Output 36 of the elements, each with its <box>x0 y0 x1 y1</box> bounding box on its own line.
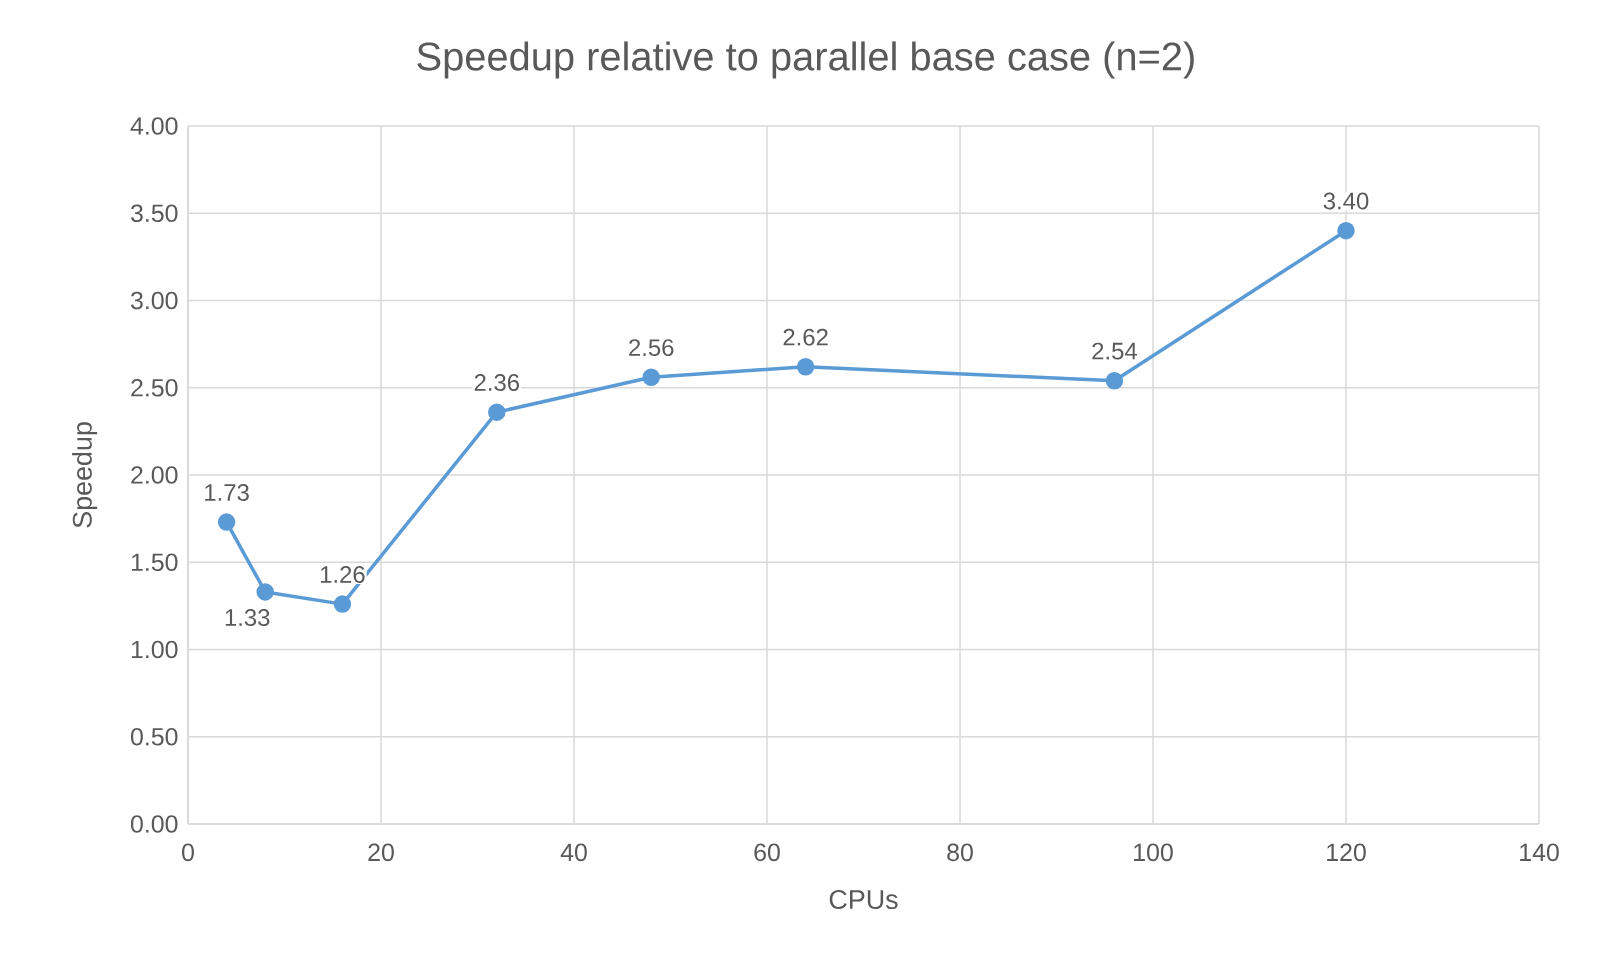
y-tick-label: 3.00 <box>130 291 178 310</box>
y-tick-label: 3.50 <box>130 204 178 223</box>
data-label: 3.40 <box>1323 192 1369 210</box>
point <box>796 358 815 376</box>
point <box>333 595 352 613</box>
y-tick-label: 2.00 <box>131 466 178 484</box>
data-label: 1.33 <box>225 609 270 627</box>
point <box>1337 221 1355 240</box>
y-tick-label: 2.50 <box>131 378 178 397</box>
y-tick-label: 1.00 <box>131 640 178 659</box>
data-label: 1.26 <box>320 566 365 583</box>
y-tick-label: 0.50 <box>130 727 178 746</box>
point <box>488 403 506 421</box>
x-tick-label: 100 <box>1134 843 1173 862</box>
data-label: 2.56 <box>629 339 674 357</box>
x-tick-label: 120 <box>1327 843 1366 862</box>
point <box>642 368 660 387</box>
x-tick-label: 60 <box>754 843 780 862</box>
x-axis-title: CPUs <box>829 889 898 910</box>
y-tick-label: 1.50 <box>131 553 178 572</box>
x-tick-label: 40 <box>560 843 587 862</box>
x-tick-label: 140 <box>1520 843 1559 862</box>
x-tick-label: 0 <box>182 843 194 862</box>
point <box>1105 372 1124 390</box>
y-tick-label: 0.00 <box>130 815 178 833</box>
y-tick-label: 4.00 <box>130 117 178 135</box>
data-label: 2.54 <box>1092 342 1137 360</box>
chart-title: Speedup relative to parallel base case (n=2) <box>417 41 1194 79</box>
data-label: 2.62 <box>783 328 828 346</box>
x-tick-label: 20 <box>368 843 394 862</box>
x-tick-label: 80 <box>947 843 973 862</box>
point <box>217 513 236 531</box>
data-label: 2.36 <box>474 374 520 391</box>
data-label: 1.73 <box>205 483 249 501</box>
point <box>256 583 274 601</box>
y-axis-title: Speedup <box>72 422 98 528</box>
